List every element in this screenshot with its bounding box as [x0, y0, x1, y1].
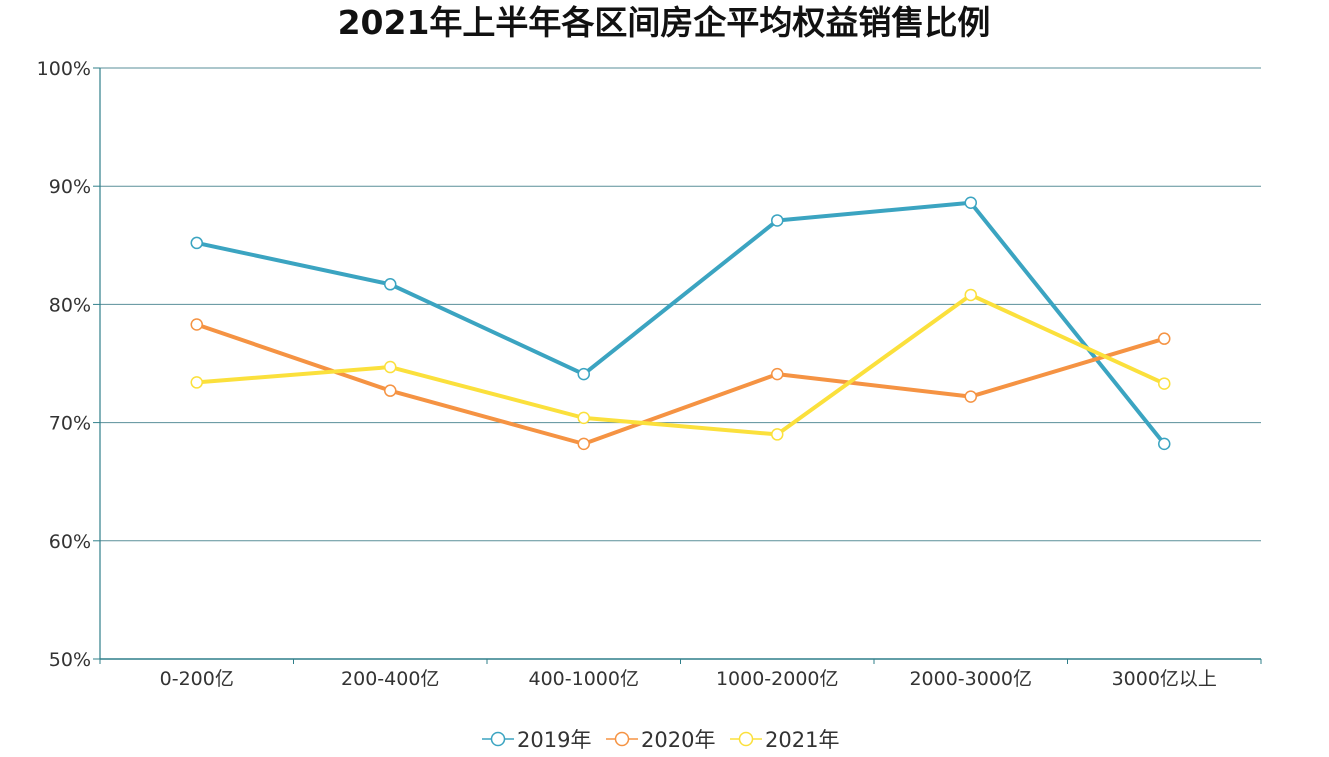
series-3: [190, 288, 1171, 441]
data-point[interactable]: [964, 390, 977, 403]
grid-lines: [100, 67, 1261, 542]
data-point[interactable]: [384, 384, 397, 397]
y-tick-label: 70%: [49, 413, 91, 435]
series-line: [194, 322, 1167, 446]
series-line: [194, 292, 1167, 437]
chart-title: 2021年上半年各区间房企平均权益销售比例: [338, 3, 991, 42]
data-point[interactable]: [190, 318, 203, 331]
data-point[interactable]: [190, 376, 203, 389]
x-tick-label: 200-400亿: [341, 668, 439, 690]
legend-item-3[interactable]: 2021年: [730, 728, 839, 752]
y-tick-label: 80%: [49, 294, 91, 316]
legend-item-2[interactable]: 2020年: [606, 728, 715, 752]
series-line: [194, 200, 1167, 446]
data-point[interactable]: [1158, 437, 1171, 451]
legend-item-1[interactable]: 2019年: [482, 728, 591, 752]
y-tick-label: 100%: [37, 58, 91, 80]
x-tick-label: 0-200亿: [160, 668, 234, 690]
legend[interactable]: 2019年 2020年 2021年: [482, 728, 839, 752]
data-point[interactable]: [1158, 377, 1171, 390]
x-tick-label: 3000亿以上: [1112, 668, 1217, 690]
series-lines: [190, 196, 1171, 451]
series-1: [190, 196, 1171, 451]
legend-label: 2021年: [765, 728, 839, 752]
data-point[interactable]: [384, 278, 397, 291]
data-point[interactable]: [771, 367, 784, 381]
data-point[interactable]: [964, 288, 977, 302]
series-2: [190, 318, 1171, 451]
y-tick-label: 60%: [49, 531, 91, 553]
x-tick-label: 1000-2000亿: [716, 668, 839, 690]
y-tick-label: 50%: [49, 649, 91, 671]
data-point[interactable]: [771, 428, 784, 441]
data-point[interactable]: [1158, 332, 1171, 345]
data-point[interactable]: [577, 411, 590, 425]
axes: 50% 60% 70% 80% 90% 100% 0-200亿 200-400亿 400-100…: [37, 58, 1262, 690]
legend-label: 2020年: [641, 728, 715, 752]
data-point[interactable]: [964, 196, 977, 209]
data-point[interactable]: [577, 437, 590, 451]
x-tick-label: 2000-3000亿: [909, 668, 1032, 690]
legend-label: 2019年: [517, 728, 591, 752]
data-point[interactable]: [384, 360, 397, 374]
data-point[interactable]: [577, 367, 590, 381]
legend-marker: [614, 731, 630, 747]
y-tick-label: 90%: [49, 176, 91, 198]
legend-marker: [490, 731, 506, 747]
data-point[interactable]: [771, 214, 784, 227]
data-point[interactable]: [190, 236, 203, 250]
x-tick-label: 400-1000亿: [529, 668, 639, 690]
legend-marker: [738, 731, 754, 747]
